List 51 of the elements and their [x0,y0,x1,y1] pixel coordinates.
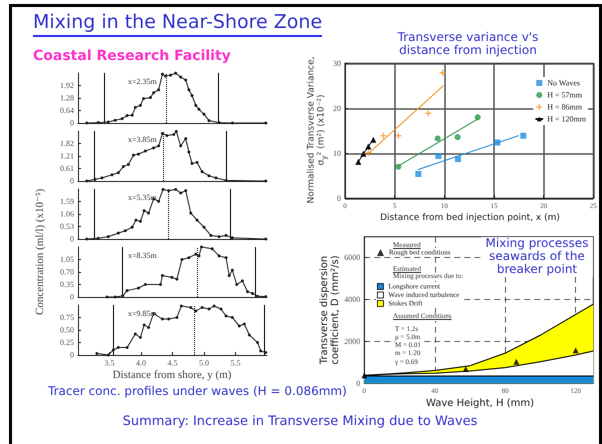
legend-label: H = 86mm [547,102,583,112]
x-axis-title: Distance from shore, y (m) [112,369,232,382]
y-tick-label: 0.25 [60,338,74,347]
y-tick-label: 0.64 [60,106,74,115]
y-tick-label: 0.35 [60,280,74,289]
y-tick-label: 0.50 [60,326,74,334]
y-tick-label: 20 [333,104,341,113]
y-tick-label: 2000 [344,336,360,346]
y-tick-label: 0.53 [60,222,74,231]
chart-subtitle: Coastal Research Facility [33,48,231,64]
y-tick-label: 0 [70,176,74,186]
legend-label: No Waves [547,78,580,88]
y-tick-label: 0 [70,234,74,244]
x-tick-label: 5.0 [199,358,209,368]
y-tick-label: 0.70 [60,268,74,276]
y-tick-label: 1.28 [60,94,74,102]
y-axis-title: Concentration (ml/l) (x10⁻⁵) [34,188,46,315]
chart-title: Mixing in the Near-Shore Zone [33,10,322,37]
y-tick-label: 0.61 [60,164,74,173]
x-tick-label: 5.5 [230,358,240,368]
legend-label: H = 57mm [547,90,583,100]
y-tick-label: 0 [70,350,74,360]
text: Summary: Increase in Transverse Mixing due to Waves [122,414,478,430]
y-tick-label: 1.21 [60,152,74,160]
y-tick-label: 0.75 [60,313,74,322]
text: Tracer conc. profiles under waves (H = 0.086mm) [48,384,347,398]
y-tick-label: 0 [70,292,74,302]
annotation: x=8.35m [128,251,157,261]
legend-label: H = 120mm [547,114,587,124]
y-tick-label: 6000 [344,253,360,262]
chart-title: Transverse variance v's distance from injection [378,30,558,58]
annotation: x=3.85m [128,135,157,145]
y-tick-label: 0 [356,378,360,388]
x-axis-title: Distance from bed injection point, x (m) [380,213,560,224]
y-tick-label: 1.82 [60,138,74,148]
y-tick-label: 1.92 [60,81,74,90]
y-tick-label: 4000 [344,295,360,304]
annotation: x=2.35m [128,77,157,87]
y-tick-label: 0 [70,118,74,128]
y-tick-label: 1.59 [60,197,74,206]
x-tick-label: 4.0 [136,358,146,368]
y-tick-label: 0 [337,194,341,203]
x-tick-label: 3.5 [104,358,114,368]
y-tick-label: 1.06 [60,210,74,218]
y-tick-label: 30 [333,58,341,68]
y-tick-label: 1.05 [60,255,74,264]
y-axis-title: Transverse dispersion coefficient, D (mm²/s) [319,254,341,367]
annotation: Mixing processes seawards of the breaker point [481,236,593,277]
y-tick-label: 10 [333,148,341,158]
x-tick-label: 4.5 [168,358,178,368]
x-axis-title: Wave Height, H (mm) [426,398,534,409]
